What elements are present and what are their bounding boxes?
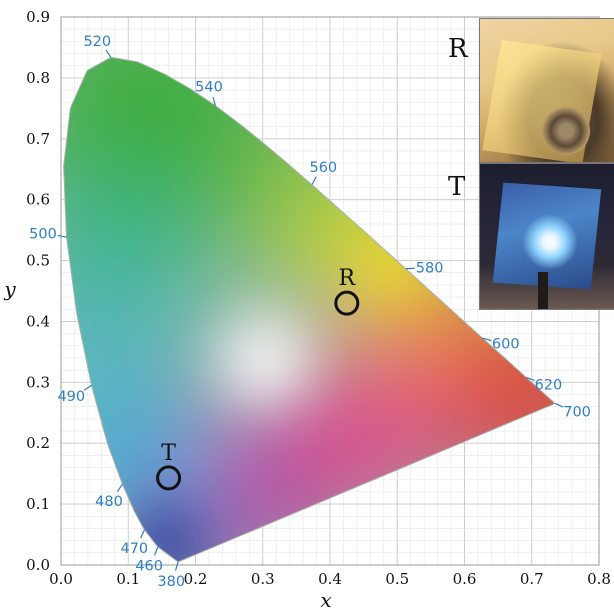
reflection-photo: [479, 18, 614, 163]
wavelength-label: 480: [95, 494, 123, 510]
wavelength-tick: [116, 483, 123, 493]
wavelength-label: 380: [157, 574, 185, 590]
marker-label-T: T: [161, 441, 176, 466]
y-tick-label: 0.0: [26, 556, 50, 574]
axis-ticks: 0.0 0.1 0.2 0.3 0.4 0.5 0.6 0.7 0.8 0.0 0.1 0.2 0.3 0…: [26, 8, 611, 588]
y-tick-label: 0.6: [26, 191, 50, 209]
x-tick-label: 0.0: [49, 570, 73, 588]
wavelength-tick: [482, 337, 492, 342]
wavelength-tick: [174, 561, 179, 571]
x-tick-label: 0.5: [385, 570, 409, 588]
wavelength-label: 700: [563, 404, 591, 420]
wavelength-label: 500: [29, 226, 57, 242]
y-tick-label: 0.1: [26, 495, 50, 513]
wavelength-tick: [105, 49, 112, 58]
wavelength-label: 470: [120, 541, 148, 557]
wavelength-tick: [83, 384, 92, 391]
wavelength-tick: [311, 176, 317, 186]
reflection-photo-label: R: [448, 34, 468, 64]
y-tick-label: 0.7: [26, 130, 50, 148]
y-axis-label: y: [3, 277, 16, 301]
marker-label-R: R: [339, 266, 357, 291]
x-tick-label: 0.2: [184, 570, 208, 588]
marker-circle-T: [156, 465, 182, 491]
x-tick-label: 0.6: [453, 570, 477, 588]
x-tick-label: 0.7: [520, 570, 544, 588]
wavelength-label: 560: [309, 160, 337, 176]
wavelength-label: 490: [57, 389, 85, 405]
markers: RT: [156, 266, 360, 491]
y-tick-label: 0.5: [26, 252, 50, 270]
wavelength-tick: [554, 402, 564, 408]
x-tick-label: 0.1: [116, 570, 140, 588]
y-tick-label: 0.3: [26, 373, 50, 391]
transmission-photo-label: T: [448, 172, 466, 202]
spectral-locus-outline: [63, 56, 557, 563]
x-tick-label: 0.3: [251, 570, 275, 588]
wavelength-tick: [154, 546, 159, 556]
wavelength-label: 540: [195, 79, 223, 95]
y-tick-label: 0.9: [26, 8, 50, 26]
x-tick-label: 0.4: [318, 570, 342, 588]
wavelength-label: 620: [535, 377, 563, 393]
wavelength-tick: [212, 96, 216, 106]
wavelength-tick: [525, 376, 535, 382]
wavelength-label: 600: [492, 337, 520, 353]
wavelength-tick: [140, 529, 146, 539]
y-tick-label: 0.4: [26, 312, 50, 330]
wavelength-label: 520: [83, 34, 111, 50]
transmission-photo: [479, 163, 614, 310]
wavelength-label: 460: [135, 559, 163, 575]
wavelength-label: 580: [416, 261, 444, 277]
marker-circle-R: [334, 290, 360, 316]
x-tick-label: 0.8: [587, 570, 611, 588]
y-tick-label: 0.2: [26, 434, 50, 452]
x-axis-label: x: [320, 588, 331, 610]
y-tick-label: 0.8: [26, 69, 50, 87]
wavelength-tick: [57, 234, 67, 238]
